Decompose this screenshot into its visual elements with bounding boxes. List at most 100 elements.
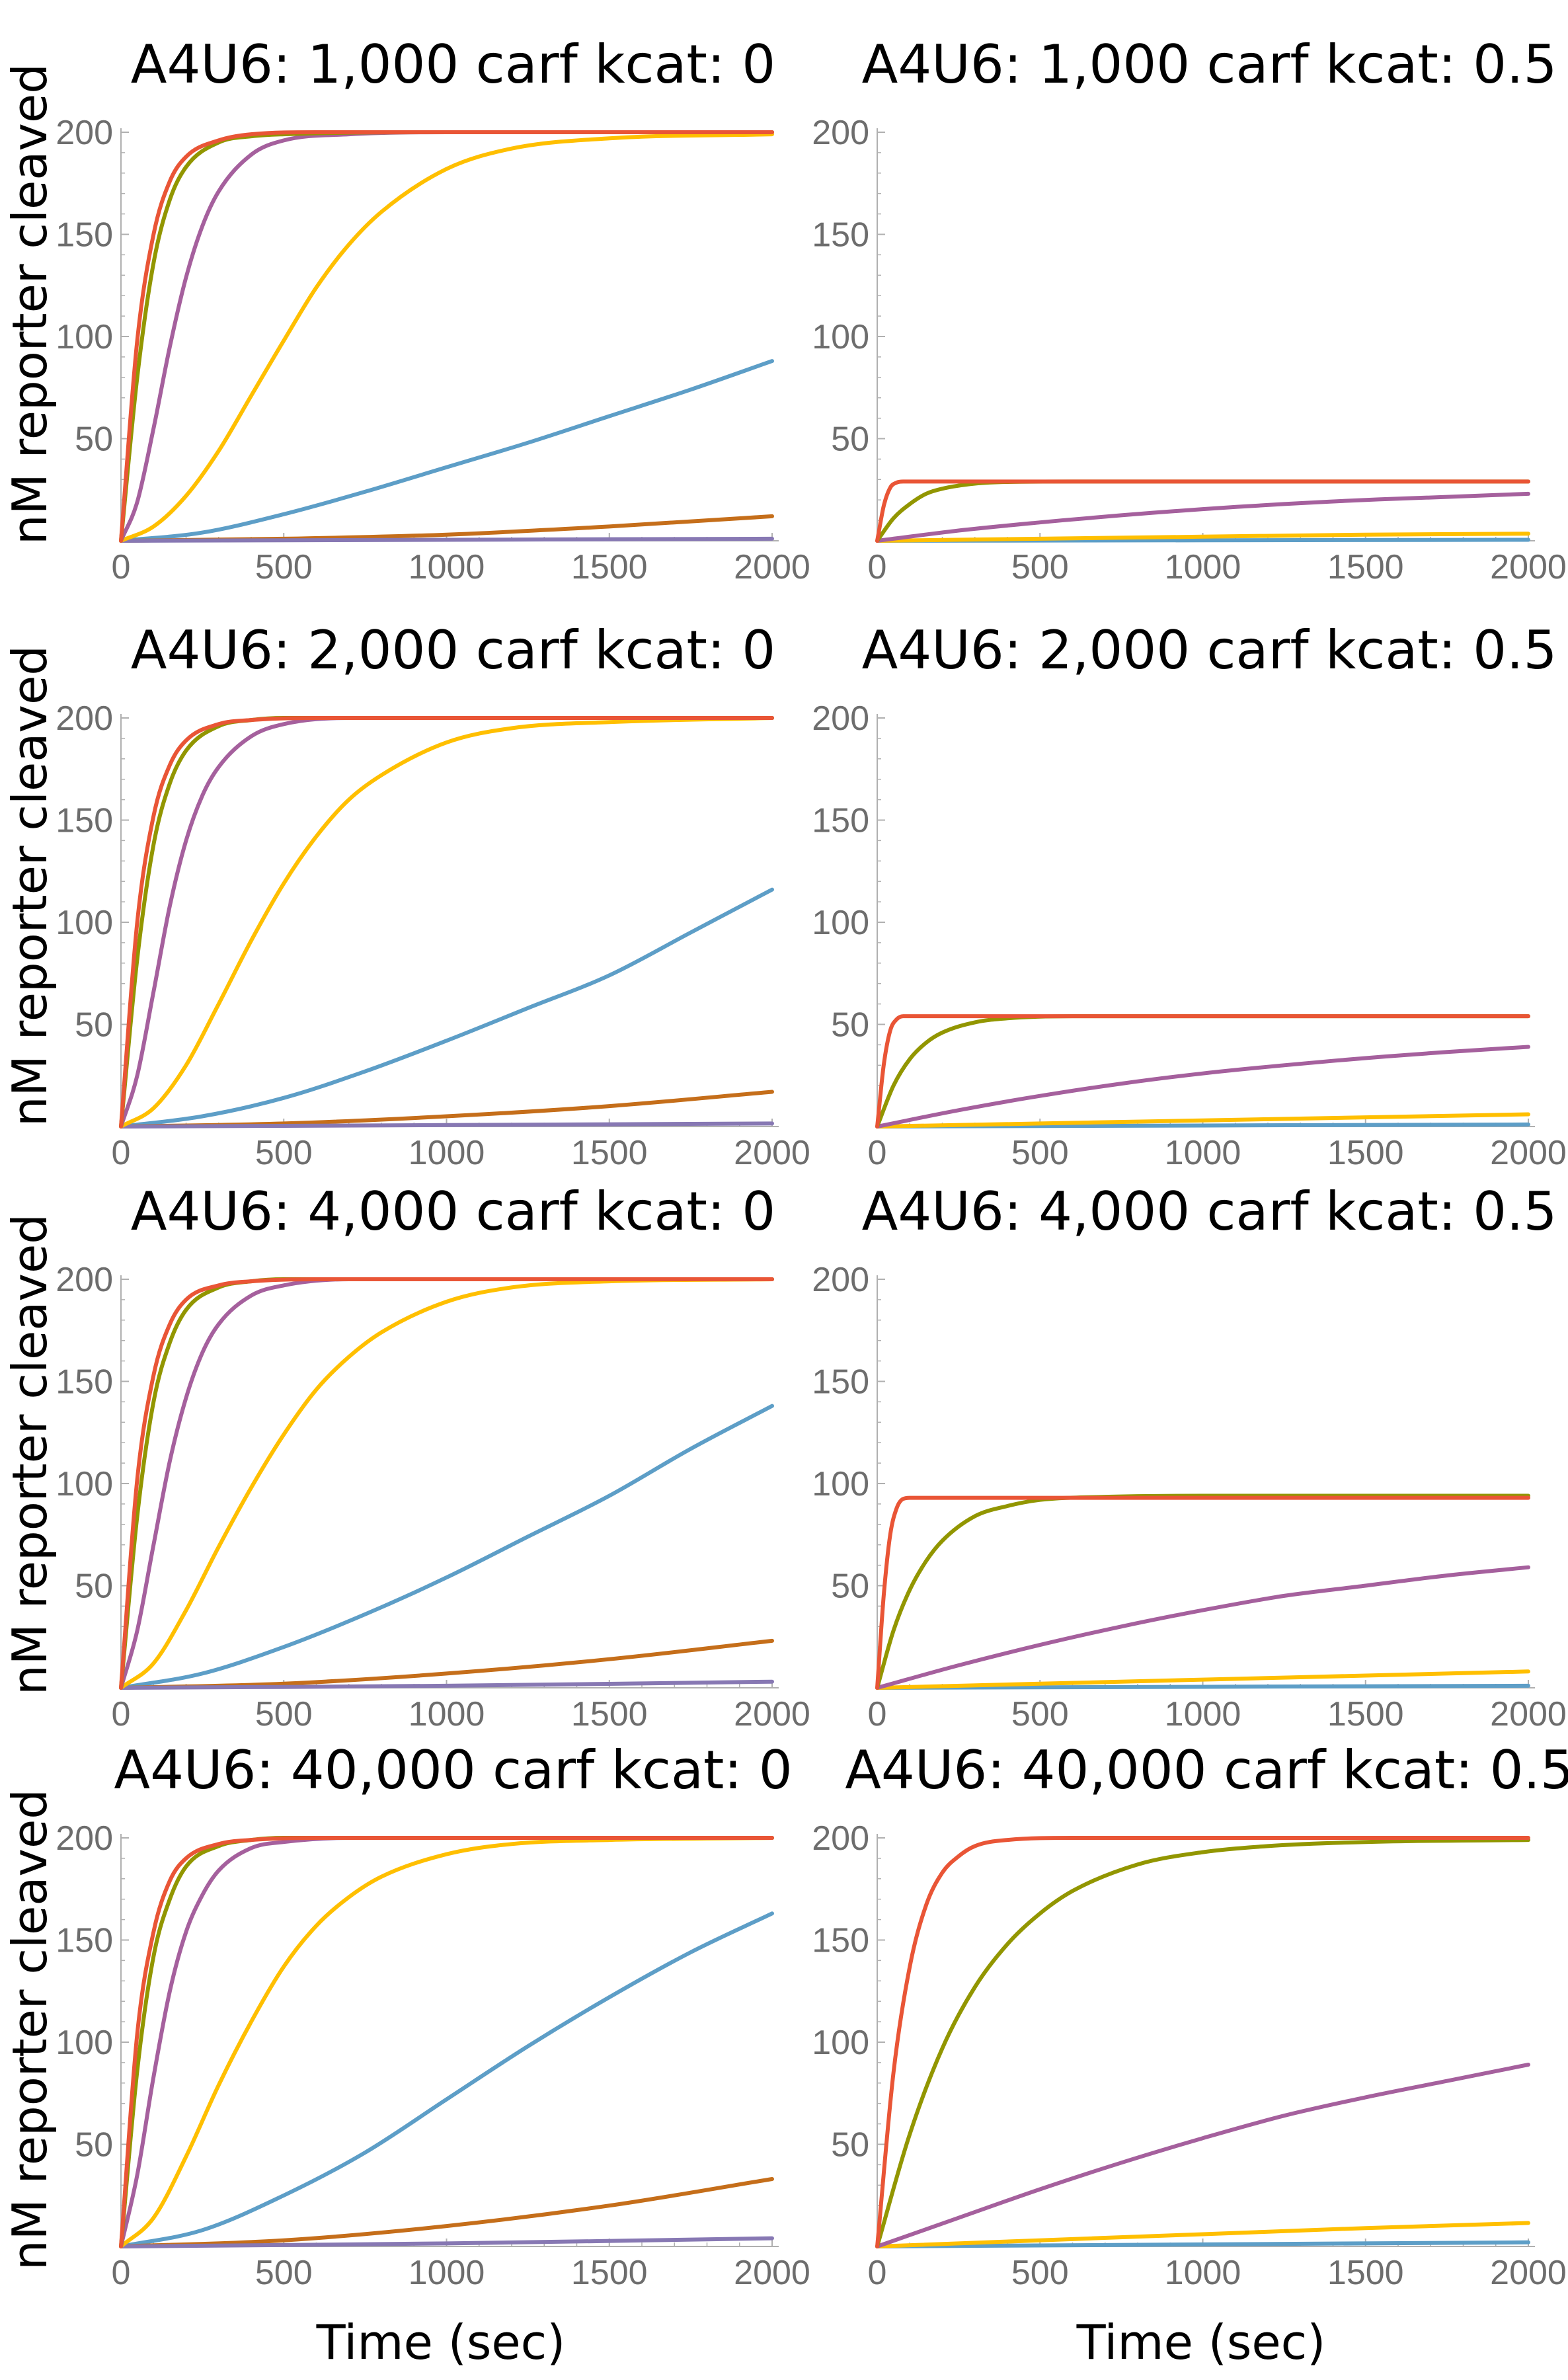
- chart-panels: A4U6: 1,000 carf kcat: 00 500 1000 1500 2000…: [56, 34, 1568, 2292]
- x-tick-label: 0: [868, 548, 887, 586]
- y-tick-label: 50: [75, 420, 113, 459]
- series-line: [119, 1835, 774, 2248]
- series-line: [119, 359, 774, 543]
- x-tick-label: 2000: [734, 1695, 810, 1733]
- y-tick-label: 200: [56, 1261, 113, 1299]
- chart-title: A4U6: 4,000 carf kcat: 0.5: [862, 1181, 1557, 1242]
- chart-title: A4U6: 4,000 carf kcat: 0: [131, 1181, 775, 1242]
- x-tick-label: 500: [255, 2254, 313, 2292]
- y-tick-label: 200: [812, 1819, 869, 1858]
- series-line: [119, 1121, 774, 1129]
- y-tick-label: 150: [56, 802, 113, 840]
- y-tick-label: 100: [812, 904, 869, 942]
- series-line: [875, 1493, 1530, 1690]
- chart-title: A4U6: 40,000 carf kcat: 0.5: [845, 1739, 1568, 1801]
- x-tick-label: 500: [1011, 1695, 1069, 1733]
- y-tick-label: 100: [812, 1465, 869, 1503]
- series-line: [119, 2236, 774, 2248]
- x-tick-label: 0: [112, 1134, 131, 1172]
- x-tick-label: 2000: [1490, 2254, 1567, 2292]
- series-line: [119, 536, 774, 543]
- x-axis-label: Time (sec): [1076, 2315, 1326, 2370]
- x-tick-label: 2000: [734, 2254, 810, 2292]
- chart-title: A4U6: 40,000 carf kcat: 0: [114, 1739, 792, 1801]
- y-tick-label: 100: [56, 1465, 113, 1503]
- series-line: [875, 1495, 1530, 1690]
- x-tick-label: 1000: [409, 2254, 485, 2292]
- chart-panel: A4U6: 2,000 carf kcat: 0.5 0 500 1000 1500 20…: [812, 619, 1567, 1172]
- x-tick-label: 2000: [1490, 1134, 1567, 1172]
- x-tick-label: 1000: [1165, 548, 1241, 586]
- chart-title: A4U6: 1,000 carf kcat: 0.5: [862, 34, 1557, 95]
- x-tick-label: 0: [868, 1695, 887, 1733]
- y-tick-label: 150: [812, 802, 869, 840]
- series-line: [119, 1277, 774, 1690]
- series-line: [119, 716, 774, 1129]
- series-line: [119, 1911, 774, 2248]
- x-tick-label: 0: [112, 2254, 131, 2292]
- series-line: [875, 1683, 1530, 1690]
- y-tick-label: 200: [56, 1819, 113, 1858]
- x-tick-label: 500: [1011, 1134, 1069, 1172]
- y-tick-label: 50: [75, 1567, 113, 1606]
- series-line: [875, 1014, 1530, 1129]
- y-tick-label: 100: [812, 2024, 869, 2062]
- x-tick-label: 1000: [409, 1695, 485, 1733]
- series-line: [119, 715, 774, 1129]
- series-line: [875, 1669, 1530, 1690]
- series-line: [875, 2240, 1530, 2248]
- x-tick-label: 2000: [734, 1134, 810, 1172]
- series-line: [119, 1679, 774, 1690]
- series-line: [875, 2063, 1530, 2248]
- chart-panel: A4U6: 4,000 carf kcat: 0.5 0 500 1000 1500 20…: [812, 1181, 1567, 1733]
- x-tick-label: 1500: [1327, 548, 1404, 586]
- y-axis-label: nM reporter cleaved: [2, 645, 58, 1127]
- x-tick-label: 1500: [1327, 1695, 1404, 1733]
- series-line: [119, 1277, 774, 1690]
- series-line: [119, 715, 774, 1129]
- x-tick-label: 1000: [1165, 2254, 1241, 2292]
- series-line: [875, 1045, 1530, 1129]
- series-line: [119, 1836, 774, 2248]
- x-tick-label: 1500: [571, 548, 648, 586]
- x-tick-label: 1500: [571, 2254, 648, 2292]
- y-axis-label: nM reporter cleaved: [2, 1789, 58, 2270]
- chart-panel: A4U6: 4,000 carf kcat: 0 0 500 1000 1500 2000…: [56, 1181, 810, 1733]
- chart-panel: A4U6: 40,000 carf kcat: 0.5 0 500 1000 1500 2…: [812, 1739, 1568, 2292]
- y-tick-label: 200: [812, 114, 869, 152]
- x-tick-label: 1500: [571, 1695, 648, 1733]
- series-line: [875, 1112, 1530, 1129]
- y-tick-label: 50: [75, 1006, 113, 1045]
- x-tick-label: 1000: [409, 548, 485, 586]
- y-tick-label: 50: [75, 2126, 113, 2164]
- y-tick-label: 150: [812, 1922, 869, 1960]
- series-line: [119, 132, 774, 543]
- series-line: [875, 1838, 1530, 2248]
- series-line: [875, 2221, 1530, 2248]
- y-tick-label: 100: [56, 2024, 113, 2062]
- x-tick-label: 500: [255, 1134, 313, 1172]
- y-tick-label: 150: [56, 216, 113, 255]
- x-tick-label: 0: [868, 2254, 887, 2292]
- series-line: [119, 1404, 774, 1690]
- series-line: [119, 1277, 774, 1690]
- y-tick-label: 150: [56, 1363, 113, 1402]
- y-tick-label: 200: [56, 699, 113, 738]
- y-tick-label: 50: [831, 2126, 869, 2164]
- y-tick-label: 150: [812, 216, 869, 255]
- y-tick-label: 150: [812, 1363, 869, 1402]
- y-axis-label: nM reporter cleaved: [2, 63, 58, 545]
- chart-panel: A4U6: 1,000 carf kcat: 0 0 500 1000 1500 2000…: [56, 34, 810, 586]
- x-tick-label: 0: [112, 548, 131, 586]
- x-tick-label: 0: [868, 1134, 887, 1172]
- series-line: [119, 715, 774, 1129]
- series-line: [119, 887, 774, 1129]
- x-tick-label: 500: [255, 548, 313, 586]
- x-tick-label: 500: [255, 1695, 313, 1733]
- x-tick-label: 1500: [571, 1134, 648, 1172]
- y-tick-label: 50: [831, 420, 869, 459]
- x-tick-label: 1000: [1165, 1695, 1241, 1733]
- series-line: [119, 1835, 774, 2248]
- x-axis-label: Time (sec): [316, 2315, 566, 2370]
